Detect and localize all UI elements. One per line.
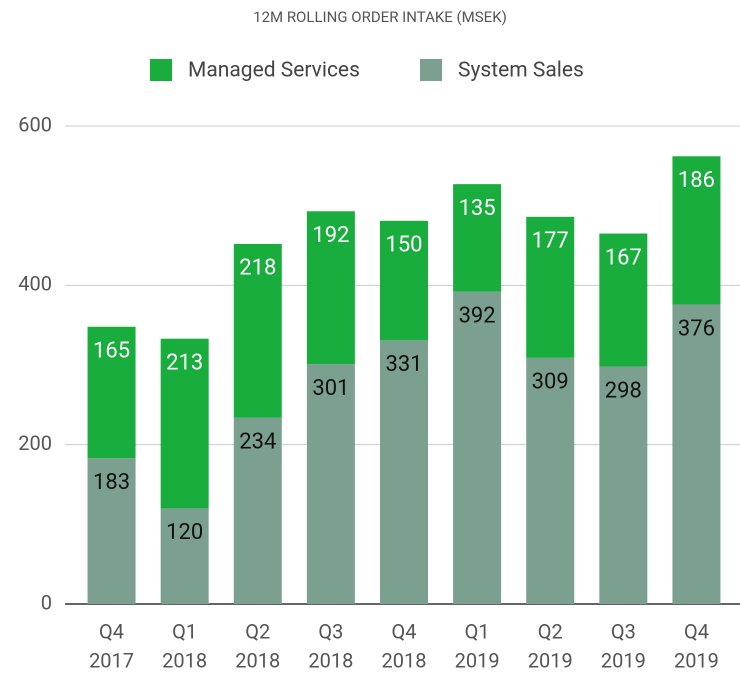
bar-segment xyxy=(672,304,721,604)
bar-segment xyxy=(526,357,575,604)
data-label: 186 xyxy=(678,168,715,193)
data-label: 135 xyxy=(459,196,496,221)
data-label: 213 xyxy=(166,351,203,376)
y-tick-label: 0 xyxy=(41,590,52,614)
bar-segment xyxy=(380,220,428,341)
chart-title: 12M ROLLING ORDER INTAKE (MSEK) xyxy=(253,8,507,26)
bar-segment xyxy=(233,243,282,418)
x-tick-label: 2018 xyxy=(162,648,207,672)
data-label: 192 xyxy=(312,223,349,248)
y-tick-label: 400 xyxy=(18,272,52,296)
bar-segment xyxy=(87,458,136,604)
data-label: 150 xyxy=(385,233,422,258)
x-tick-label: Q4 xyxy=(392,619,417,643)
x-tick-label: 2017 xyxy=(89,648,134,672)
data-label: 218 xyxy=(239,256,276,281)
bar-segment xyxy=(526,216,575,358)
data-label: 309 xyxy=(532,370,569,395)
bar-segment xyxy=(160,338,209,509)
x-tick-label: 2018 xyxy=(308,648,353,672)
x-tick-label: Q1 xyxy=(465,619,490,643)
data-label: 392 xyxy=(459,304,496,329)
x-tick-label: Q3 xyxy=(318,619,343,643)
legend-swatch xyxy=(420,59,442,81)
x-tick-label: 2019 xyxy=(528,648,573,672)
bar-segment xyxy=(599,233,648,367)
bar-segment xyxy=(453,291,502,604)
x-tick-label: Q4 xyxy=(684,619,709,643)
x-tick-label: Q4 xyxy=(99,619,124,643)
bar-segment xyxy=(306,364,355,604)
bar-segment xyxy=(160,508,209,604)
bar-segment xyxy=(672,156,721,305)
x-tick-label: 2019 xyxy=(601,648,646,672)
data-label: 165 xyxy=(93,339,130,364)
bar-segment xyxy=(380,340,428,604)
data-label: 120 xyxy=(166,520,203,545)
x-tick-label: Q3 xyxy=(611,619,636,643)
data-label: 331 xyxy=(385,352,422,377)
data-label: 167 xyxy=(605,245,642,270)
x-tick-label: 2018 xyxy=(382,648,427,672)
x-tick-label: Q2 xyxy=(538,619,563,643)
data-label: 376 xyxy=(678,316,715,341)
data-label: 183 xyxy=(93,470,130,495)
y-tick-label: 600 xyxy=(18,112,52,136)
data-label: 234 xyxy=(239,429,276,454)
x-tick-label: 2018 xyxy=(235,648,280,672)
bar-segment xyxy=(306,211,355,365)
y-tick-label: 200 xyxy=(18,431,52,455)
data-label: 298 xyxy=(605,378,642,403)
bar-segment xyxy=(453,184,502,292)
x-tick-label: 2019 xyxy=(455,648,500,672)
bar-segment xyxy=(599,366,648,604)
data-label: 301 xyxy=(312,376,349,401)
legend-label: Managed Services xyxy=(188,59,360,83)
data-label: 177 xyxy=(532,229,569,254)
x-tick-label: Q1 xyxy=(172,619,197,643)
x-tick-label: Q2 xyxy=(245,619,270,643)
bar-segment xyxy=(87,326,136,459)
x-tick-label: 2019 xyxy=(674,648,719,672)
legend-label: System Sales xyxy=(458,59,584,83)
legend-swatch xyxy=(150,59,172,81)
bar-segment xyxy=(233,417,282,604)
